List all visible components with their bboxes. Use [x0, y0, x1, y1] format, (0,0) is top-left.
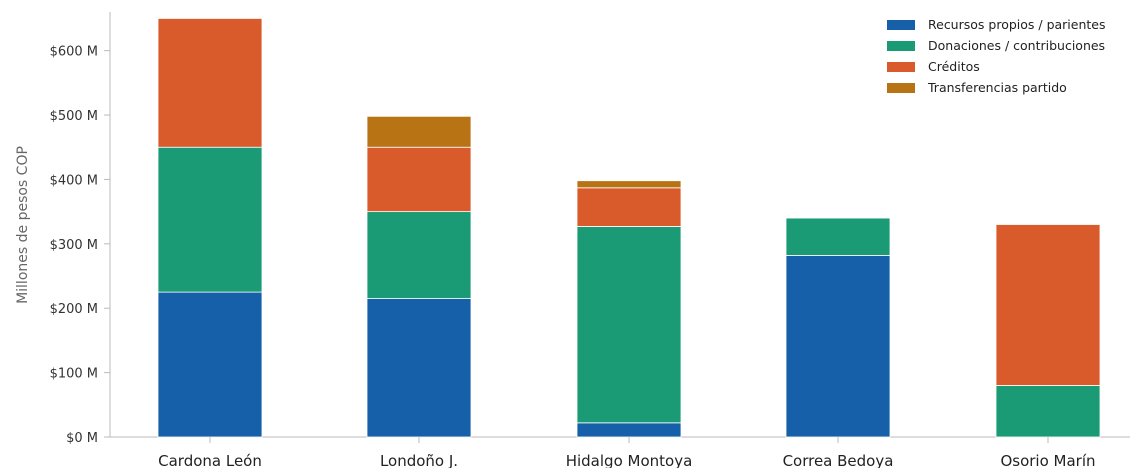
y-ticks: $0 M $100 M $200 M $300 M $400 M $500 M $600 M — [50, 45, 110, 446]
legend-label: Transferencias partido — [927, 80, 1067, 95]
bar-segment — [366, 211, 472, 299]
y-tick-label: $300 M — [50, 238, 98, 253]
x-ticks: Cardona León Londoño J. Hidalgo Montoya Cor… — [158, 437, 1096, 468]
legend: Recursos propios / parientes Donaciones /… — [880, 17, 1135, 104]
bar-segment — [157, 146, 263, 293]
y-axis-title: Millones de pesos COP — [15, 146, 31, 304]
bar-segment — [366, 298, 472, 438]
legend-box — [880, 17, 1135, 104]
x-tick-label: Londoño J. — [380, 452, 458, 468]
bar-segment — [995, 385, 1101, 438]
y-tick-label: $200 M — [50, 302, 98, 317]
legend-swatch — [887, 62, 915, 72]
y-tick-label: $400 M — [50, 173, 98, 188]
bar-segment — [157, 18, 263, 148]
x-tick-label: Hidalgo Montoya — [566, 452, 693, 468]
bar-segment — [995, 224, 1101, 386]
y-tick-label: $600 M — [50, 45, 98, 60]
x-tick-label: Correa Bedoya — [783, 452, 894, 468]
bar-segment — [576, 226, 682, 424]
bar-segment — [576, 422, 682, 438]
bars — [157, 18, 1101, 438]
legend-label: Créditos — [928, 59, 980, 74]
bar-segment — [576, 187, 682, 227]
legend-label: Recursos propios / parientes — [928, 17, 1106, 32]
bar-segment — [366, 115, 472, 148]
legend-swatch — [887, 20, 915, 30]
legend-swatch — [887, 41, 915, 51]
x-tick-label: Cardona León — [158, 452, 262, 468]
bar-segment — [157, 291, 263, 438]
legend-swatch — [887, 83, 915, 93]
bar-segment — [785, 217, 891, 256]
legend-label: Donaciones / contribuciones — [928, 38, 1105, 53]
x-tick-label: Osorio Marín — [1000, 452, 1095, 468]
y-tick-label: $100 M — [50, 367, 98, 382]
bar-segment — [785, 255, 891, 438]
y-tick-label: $0 M — [66, 431, 98, 446]
y-tick-label: $500 M — [50, 109, 98, 124]
bar-segment — [576, 180, 682, 189]
bar-segment — [366, 146, 472, 213]
